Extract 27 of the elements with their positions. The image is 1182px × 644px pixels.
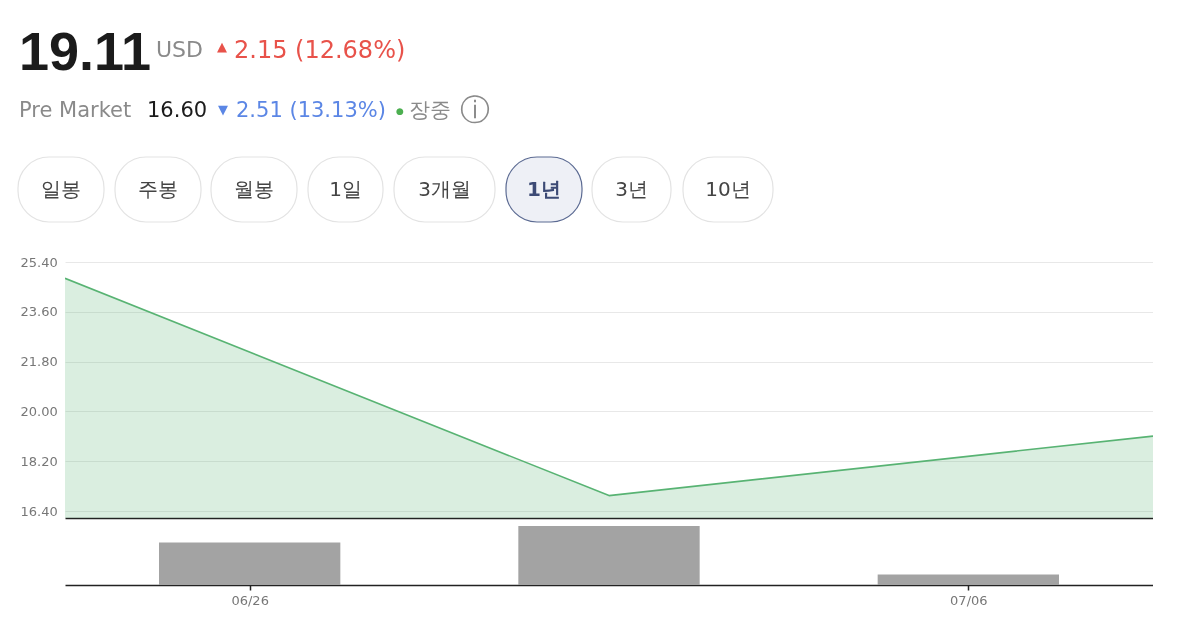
text: Pre Market [19,98,132,122]
y-tick-label: 23.60 [20,304,58,320]
text: 1년 [527,177,561,201]
text: ▲ [217,39,227,54]
y-tick-label: 21.80 [20,354,58,370]
y-tick-label: 18.20 [20,453,58,469]
text: USD [156,37,204,62]
text: 주봉 [138,177,178,201]
text: 월봉 [234,177,274,201]
text: 3개월 [418,177,471,201]
text: ▼ [218,102,228,117]
text: 19.11 [19,21,152,81]
y-tick-label: 20.00 [20,403,58,419]
text: 2.15 (12.68%) [234,36,406,64]
text: 장중 [409,98,451,122]
text: ⓘ [460,92,490,127]
text: 3년 [615,177,648,201]
text: 10년 [705,177,751,201]
x-tick-label: 06/26 [231,592,269,608]
y-tick-label: 25.40 [20,254,58,270]
text: 1일 [329,177,362,201]
x-tick-label: 07/06 [950,592,988,608]
text: 2.51 (13.13%) [236,98,386,122]
text: 16.60 [147,98,208,122]
y-tick-label: 16.40 [20,503,58,519]
text: ● [396,106,405,116]
text: 일봉 [41,177,81,201]
